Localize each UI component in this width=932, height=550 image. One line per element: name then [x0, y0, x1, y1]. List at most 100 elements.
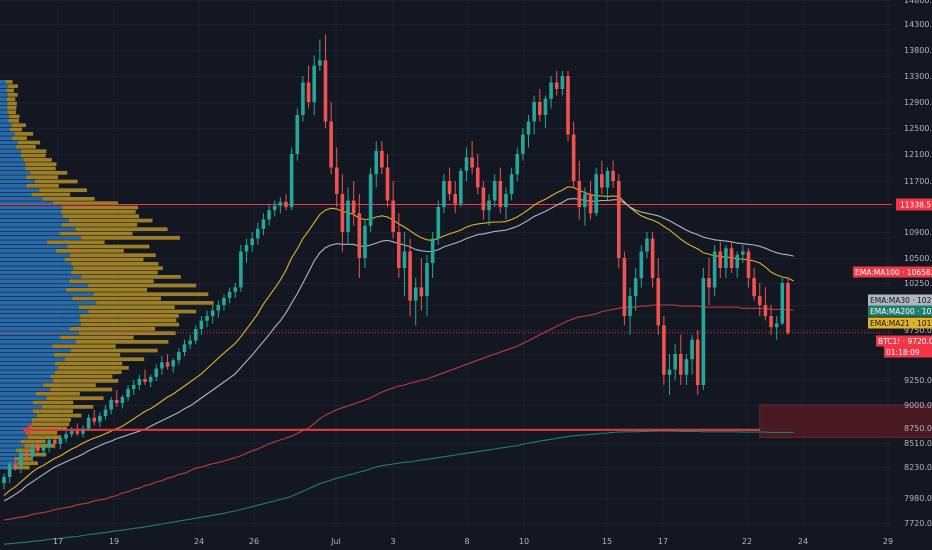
candle-78 [442, 174, 446, 214]
candle-128 [724, 245, 728, 278]
profile-bar-buy [0, 127, 10, 132]
candle-body [408, 251, 412, 301]
profile-bar-buy [0, 132, 15, 136]
x-tick-label: 24 [194, 537, 204, 546]
y-tick-label: 9750.0 [904, 326, 932, 335]
profile-bar-buy [0, 110, 8, 115]
candle-body [250, 238, 254, 245]
y-tick-label: 9000.0 [904, 401, 932, 410]
candle-body [470, 157, 474, 168]
profile-bar-buy [0, 275, 82, 279]
candle-52 [295, 108, 300, 161]
candle-body [774, 323, 779, 328]
candle-118 [667, 354, 672, 395]
price-tag-label: 01:18:09 [886, 348, 920, 357]
profile-bar-sell [8, 119, 19, 123]
candle-body [318, 60, 322, 66]
y-tick-label: 14300.0 [904, 20, 932, 29]
candle-body [120, 397, 125, 403]
candle-79 [447, 167, 452, 201]
candle-body [571, 134, 576, 181]
profile-bar-buy [0, 435, 28, 440]
candle-26 [148, 374, 153, 387]
profile-bar-buy [0, 197, 43, 201]
profile-bar-sell [46, 396, 104, 401]
profile-bar-buy [0, 400, 33, 405]
candle-body [199, 320, 204, 330]
profile-bar-buy [0, 162, 26, 167]
profile-bar-buy [0, 140, 19, 145]
profile-bar-sell [31, 418, 71, 422]
profile-bar-buy [0, 114, 9, 119]
candle-body [115, 400, 119, 403]
profile-bar-sell [23, 158, 52, 162]
profile-bar-sell [26, 184, 59, 188]
profile-bar-sell [47, 240, 105, 245]
profile-bar-buy [0, 210, 62, 214]
candle-body [650, 238, 655, 278]
profile-bar-buy [0, 231, 60, 236]
candle-body [509, 174, 514, 194]
candle-body [594, 174, 598, 214]
y-tick-label: 8510.0 [904, 439, 932, 448]
candle-body [182, 344, 187, 353]
profile-bar-buy [0, 431, 26, 435]
profile-bar-sell [64, 357, 145, 362]
candle-83 [470, 141, 474, 175]
profile-bar-buy [0, 426, 31, 431]
candle-body [363, 225, 367, 258]
candle-body [86, 417, 91, 429]
candle-body [75, 431, 80, 434]
candle-body [442, 181, 446, 207]
candle-body [645, 238, 649, 252]
candle-body [633, 278, 638, 297]
candle-76 [430, 232, 435, 278]
candle-117 [662, 316, 666, 385]
candle-58 [329, 102, 333, 175]
profile-bar-sell [57, 366, 129, 370]
price-axis[interactable]: 7720.0 7980.0 8230.0 8510.0 8750.0 9000.0 9250… [904, 0, 932, 528]
candle-89 [504, 187, 508, 220]
profile-bar-sell [18, 140, 41, 145]
profile-bar-buy [0, 214, 63, 219]
price-tag-label: EMA:MA21 · 10183.0 [870, 319, 932, 328]
candle-body [425, 263, 429, 297]
candle-body [98, 416, 102, 422]
candle-body [244, 245, 249, 252]
profile-bar-sell [67, 244, 150, 249]
y-tick-label: 12900.0 [904, 98, 932, 107]
candle-15 [86, 414, 91, 432]
profile-bar-sell [17, 461, 38, 466]
profile-bar-buy [0, 361, 55, 366]
candle-body [301, 82, 305, 115]
profile-bar-buy [0, 257, 65, 262]
candlesticks [2, 34, 790, 490]
profile-bar-buy [0, 97, 7, 102]
profile-bar-buy [0, 413, 37, 418]
candle-139 [786, 278, 790, 335]
candle-88 [498, 167, 503, 214]
volume-profile [0, 80, 214, 470]
candle-31 [177, 348, 181, 365]
profile-bar-buy [0, 383, 44, 388]
candle-116 [656, 258, 661, 335]
time-axis[interactable]: 17 19 24 26 Jul 3 8 10 15 17 22 24 29 [53, 537, 893, 546]
candle-body [577, 181, 582, 207]
candle-body [193, 329, 198, 341]
profile-bar-buy [0, 322, 81, 327]
profile-bar-sell [75, 227, 168, 232]
candle-122 [690, 334, 694, 375]
candle-39 [222, 294, 226, 311]
candle-body [103, 409, 108, 417]
arrow-annotation [22, 424, 760, 436]
price-tag-label: EMA:MA200 · 10210.0 [870, 307, 932, 316]
profile-bar-buy [0, 353, 55, 357]
candle-body [656, 278, 661, 326]
profile-bar-buy [0, 270, 71, 275]
candle-12 [69, 427, 74, 438]
profile-bar-buy [0, 205, 63, 210]
profile-bar-sell [70, 253, 156, 258]
profile-bar-buy [0, 166, 26, 171]
profile-bar-sell [53, 379, 119, 383]
